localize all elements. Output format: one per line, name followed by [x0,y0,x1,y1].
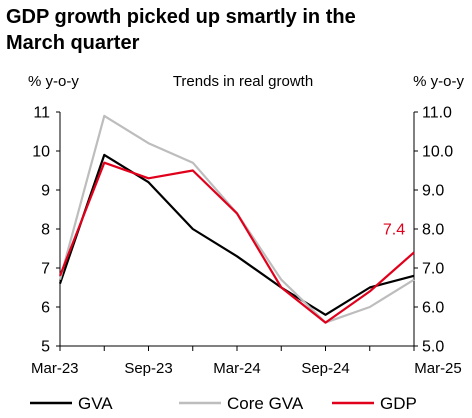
chart-lines: 7.4 [58,114,415,324]
y-tick-label-right: 10.0 [422,144,453,161]
series-line-core-gva [58,114,415,324]
y-tick-label-left: 11 [33,105,50,122]
x-tick-label: Mar-24 [213,360,261,377]
y-tick-label-left: 9 [41,183,50,200]
legend-label: GVA [78,394,113,413]
x-tick-label: Sep-24 [301,360,349,377]
x-tick-label: Mar-25 [414,360,462,377]
y-tick-label-right: 9.0 [422,183,444,200]
chart-title: Trends in real growth [173,73,313,90]
y-axis-label-left: % y-o-y [28,73,79,90]
y-tick-label-right: 7.0 [422,261,444,278]
x-tick-label: Mar-23 [31,360,79,377]
legend-label: GDP [380,394,417,413]
headline-line-1: GDP growth picked up smartly in the [6,6,356,28]
series-line-gdp [58,161,415,324]
chart-axes: 5 6 7 8 9 10 11 5.0 6.0 7.0 8.0 9.0 10.0 11.0 Mar-23 Se… [31,105,462,378]
y-tick-label-right: 8.0 [422,222,444,239]
y-tick-label-right: 5.0 [422,339,444,356]
headline-line-2: March quarter [6,32,140,54]
y-tick-label-left: 6 [41,300,50,317]
y-tick-label-left: 5 [41,339,50,356]
series-line-gva [58,153,415,316]
y-tick-label-right: 11.0 [422,105,452,122]
data-label-gdp: 7.4 [383,221,405,238]
y-tick-label-left: 10 [32,144,50,161]
y-tick-label-left: 8 [41,222,50,239]
chart-headline: GDP growth picked up smartly in the Marc… [6,4,466,56]
chart-legend: GVA Core GVA GDP [30,394,417,413]
y-tick-label-left: 7 [41,261,50,278]
legend-label: Core GVA [227,394,304,413]
x-tick-label: Sep-23 [124,360,172,377]
y-tick-label-right: 6.0 [422,300,444,317]
y-axis-label-right: % y-o-y [413,73,464,90]
